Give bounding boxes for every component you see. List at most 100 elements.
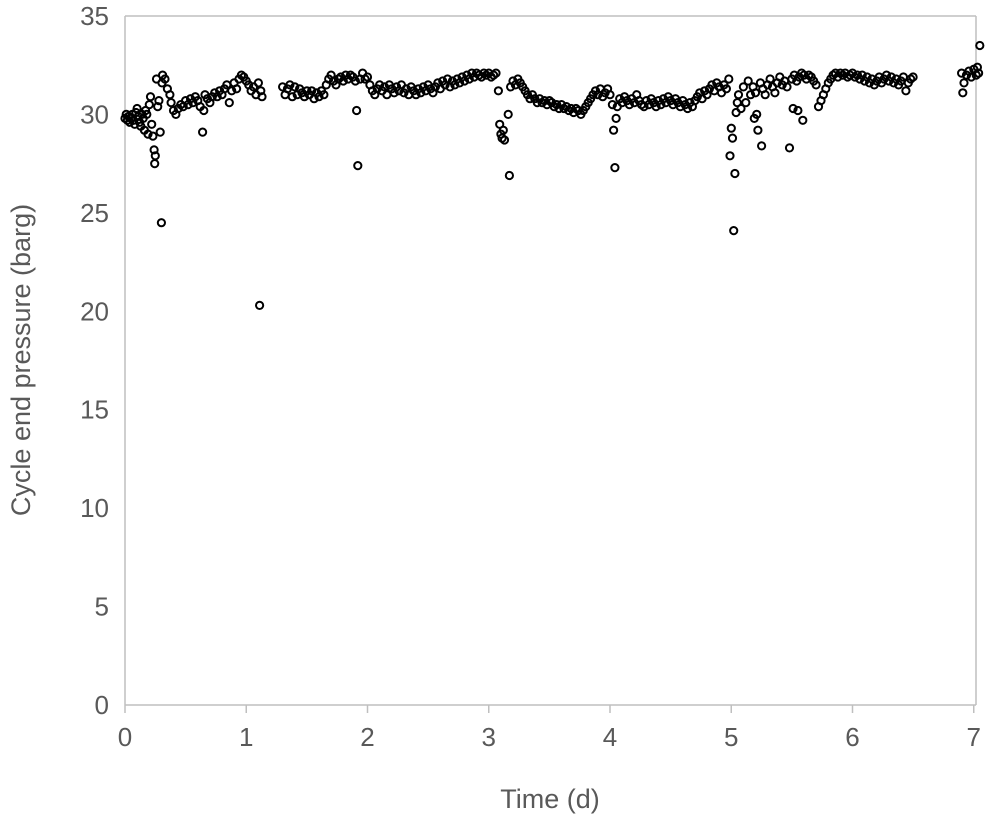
data-point [491,68,501,78]
data-point [232,84,242,94]
data-point [442,74,453,84]
data-point [760,90,770,100]
data-point [798,115,808,125]
data-point [743,76,753,86]
data-point [610,163,620,173]
data-point [143,129,153,139]
data-point [765,74,775,84]
data-point [974,68,984,78]
data-point [901,86,911,96]
data-point [198,127,208,137]
y-tick-label: 25 [80,198,109,228]
data-point [255,300,265,310]
data-point [199,105,209,116]
data-point [605,90,615,100]
data-point [352,105,362,116]
data-point [757,141,767,151]
data-points [120,40,985,310]
data-point [285,80,295,90]
data-point [770,88,780,98]
data-point [166,98,176,108]
data-point [609,125,619,135]
data-point [253,78,263,88]
data-point [156,218,166,228]
data-point [160,74,170,84]
data-point [729,226,739,236]
y-tick-label: 0 [95,690,109,720]
x-tick-label: 4 [603,722,617,752]
data-point [319,90,329,100]
data-point [784,143,795,153]
data-point [966,72,976,82]
data-point [741,98,751,108]
data-point [746,90,756,100]
x-tick-label: 3 [482,722,496,752]
data-point [721,84,732,94]
data-point [752,109,762,120]
data-point [725,151,735,161]
y-axis-ticks: 0 5 10 15 20 25 30 35 [80,1,109,720]
data-point [144,100,154,110]
data-point [155,127,165,137]
data-point [353,161,363,171]
data-point [290,82,300,92]
data-point [753,125,763,135]
data-point [958,88,968,98]
data-point [227,86,237,96]
y-tick-label: 20 [80,296,109,326]
y-tick-label: 30 [80,99,109,129]
x-tick-label: 2 [360,722,374,752]
data-point [498,125,508,135]
x-tick-label: 6 [845,722,859,752]
data-point [287,92,297,102]
data-point [793,105,803,116]
data-point [148,131,158,141]
data-point [224,98,234,108]
data-point [726,123,736,133]
data-point [503,109,513,120]
data-point [256,86,266,96]
plot-area [124,15,977,706]
data-point [607,100,618,110]
data-point [730,168,740,179]
data-point [788,103,798,114]
x-tick-label: 5 [724,722,738,752]
data-point [908,72,918,82]
y-axis-title: Cycle end pressure (barg) [6,204,36,516]
data-point [147,119,157,129]
x-tick-label: 7 [967,722,981,752]
y-tick-label: 5 [95,592,109,622]
data-point [493,86,503,96]
data-point [150,151,160,161]
x-tick-label: 0 [118,722,132,752]
data-point [145,92,156,102]
data-point [724,74,734,84]
data-point [362,72,373,82]
data-point [150,159,160,169]
data-point [153,102,163,112]
x-axis-title: Time (d) [500,784,600,814]
y-tick-label: 15 [80,395,109,425]
data-point [972,62,983,72]
data-point [307,86,317,96]
x-axis-ticks: 0 1 2 3 4 5 6 7 [118,705,981,752]
data-point [733,90,744,100]
data-point [738,82,749,92]
data-point [154,96,164,106]
y-tick-label: 35 [80,1,109,31]
data-point [959,78,969,88]
data-point [727,133,738,143]
data-point [499,135,510,145]
data-point [736,103,746,114]
data-point [504,170,514,181]
data-point [257,92,267,102]
data-point [611,113,621,124]
y-tick-label: 10 [80,493,109,523]
x-tick-label: 1 [239,722,253,752]
data-point [975,40,985,51]
data-point [142,109,152,120]
data-point [350,76,360,86]
data-point [750,88,761,98]
data-point [782,82,792,92]
data-point [149,145,159,155]
